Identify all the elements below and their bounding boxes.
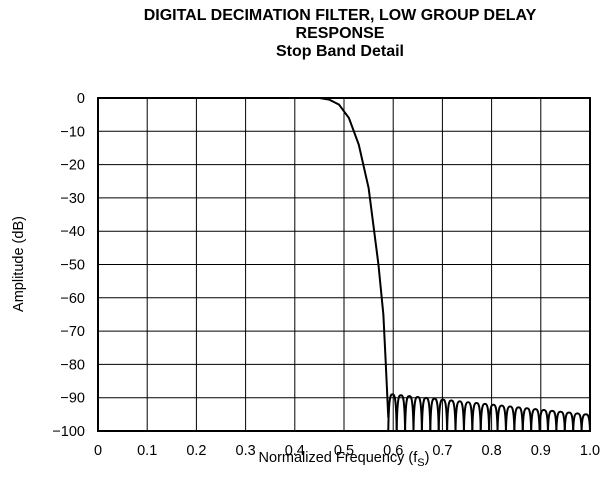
y-axis-label: Amplitude (dB) (11, 216, 27, 312)
stopband-lobe (479, 402, 491, 432)
response-curve (98, 97, 390, 418)
stopband-lobe (387, 393, 398, 432)
x-tick-label: 0.6 (383, 443, 403, 459)
x-tick-label: 0.3 (236, 443, 256, 459)
x-tick-label: 1.0 (580, 443, 600, 459)
stopband-lobe (555, 410, 566, 432)
y-tick-label: −80 (60, 357, 85, 373)
stopband-lobe (437, 398, 449, 432)
x-tick-label: 0.8 (482, 443, 502, 459)
y-tick-label: −10 (60, 124, 85, 140)
chart-title-line-3: Stop Band Detail (276, 43, 404, 60)
stopband-lobe (572, 412, 583, 432)
stopband-lobe (530, 408, 541, 432)
stopband-lobe (395, 394, 407, 432)
x-axis-label-subscript: S (417, 457, 424, 469)
x-axis-label-suffix: ) (425, 450, 430, 466)
stopband-lobe (471, 402, 482, 432)
stopband-lobe (513, 406, 524, 432)
chart-title-line-1: DIGITAL DECIMATION FILTER, LOW GROUP DEL… (144, 7, 537, 24)
stopband-lobe (462, 401, 474, 432)
x-tick-label: 0.9 (531, 443, 551, 459)
stopband-lobe (454, 400, 465, 432)
x-tick-label: 0.1 (137, 443, 157, 459)
x-tick-label: 0.2 (186, 443, 206, 459)
y-tick-label: −100 (52, 424, 85, 440)
stopband-lobe (446, 399, 457, 432)
stopband-lobe (404, 395, 415, 432)
y-tick-label: −90 (60, 391, 85, 407)
stopband-lobe (580, 413, 591, 432)
stopband-lobe (488, 403, 499, 432)
x-tick-label: 0.5 (334, 443, 354, 459)
plot-frame (97, 97, 591, 432)
stopband-lobe (521, 407, 533, 432)
chart-title-line-2: RESPONSE (296, 25, 385, 42)
y-tick-label: −70 (60, 324, 85, 340)
x-tick-label: 0.4 (285, 443, 305, 459)
stopband-lobe (504, 405, 516, 432)
stopband-lobe (429, 397, 440, 432)
x-tick-labels: 0 0.1 0.2 0.3 0.4 0.5 0.6 0.7 0.8 0.9 1.0 (94, 443, 600, 459)
stopband-lobe (496, 404, 507, 432)
y-tick-label: −20 (60, 158, 85, 174)
y-tick-labels: 0 −10 −20 −30 −40 −50 −60 −70 −80 −90 −100 (52, 91, 85, 440)
stopband-lobe (420, 396, 432, 432)
x-tick-label: 0 (94, 443, 102, 459)
y-tick-label: −50 (60, 258, 85, 274)
x-axis-label: Normalized Frequency (fS) (259, 450, 430, 469)
grid (97, 97, 591, 432)
y-tick-label: −40 (60, 224, 85, 240)
stopband-lobe (412, 395, 423, 432)
y-tick-label: −60 (60, 291, 85, 307)
x-tick-label: 0.7 (432, 443, 452, 459)
y-tick-label: 0 (77, 91, 85, 107)
stopband-lobe (546, 409, 558, 432)
stopband-lobe (563, 411, 575, 432)
stopband-lobe (538, 409, 549, 432)
y-tick-label: −30 (60, 191, 85, 207)
